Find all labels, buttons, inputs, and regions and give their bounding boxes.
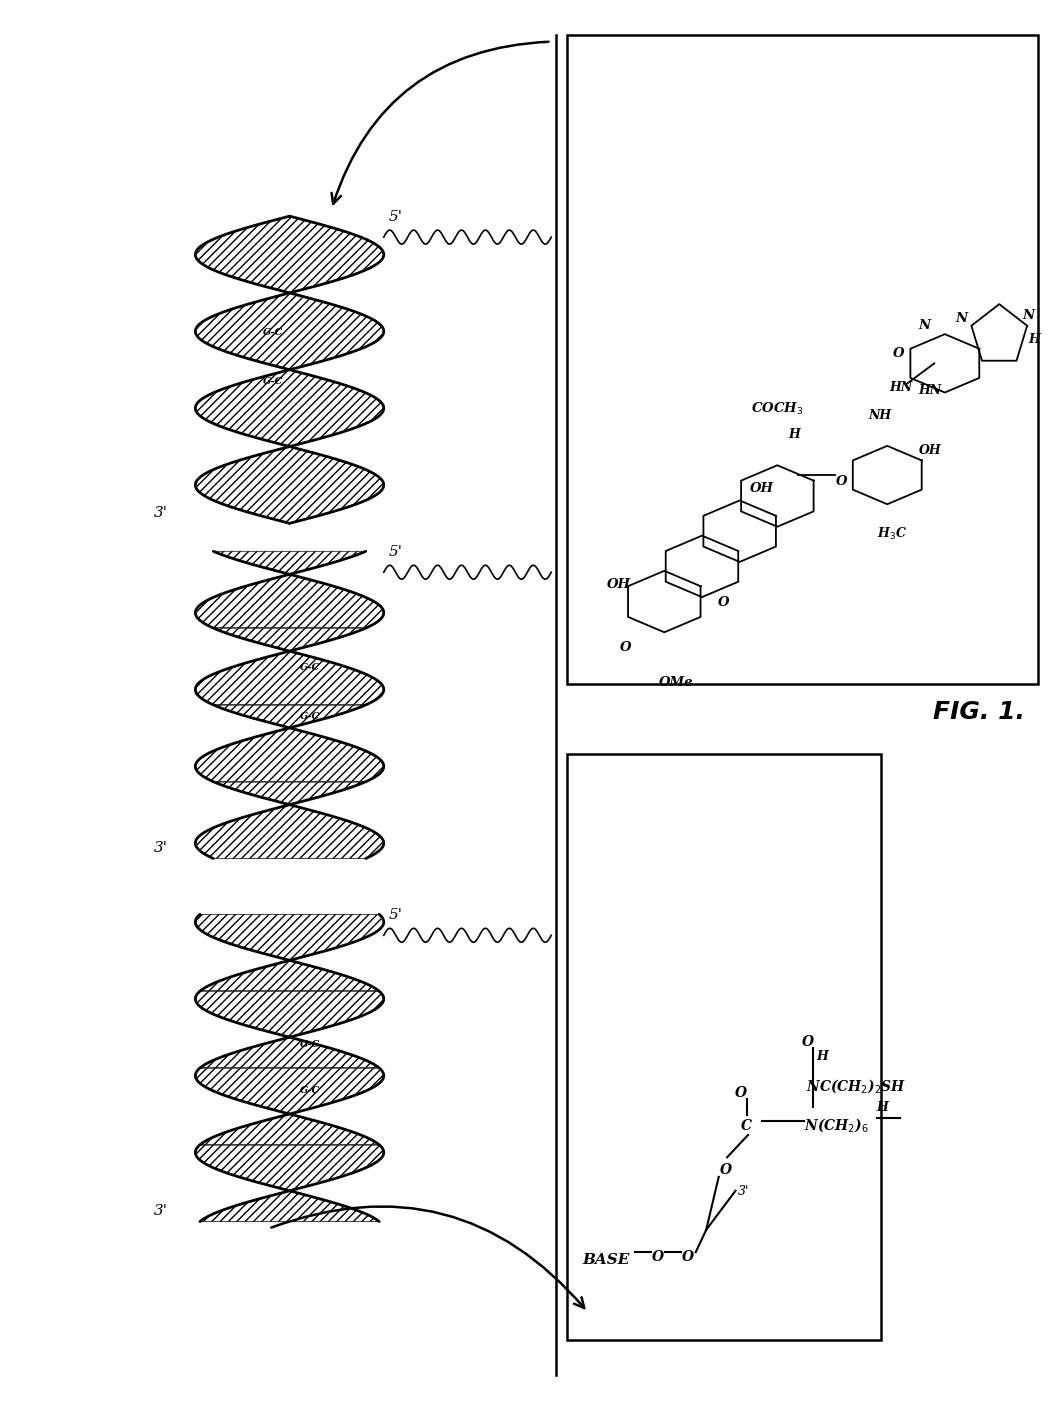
Text: G-C: G-C (263, 376, 283, 386)
Text: O: O (891, 347, 903, 360)
Text: O: O (682, 1249, 694, 1263)
Text: N: N (955, 312, 967, 324)
Bar (567, 754, 881, 1341)
Text: C: C (740, 1118, 752, 1132)
Text: O: O (734, 1086, 746, 1100)
Text: H: H (1028, 333, 1040, 345)
Text: N: N (1022, 309, 1034, 321)
Text: 5': 5' (389, 544, 403, 558)
Text: HN: HN (889, 382, 912, 395)
Text: OH: OH (606, 578, 631, 591)
Text: COCH$_3$: COCH$_3$ (750, 400, 803, 416)
Text: 3': 3' (154, 1204, 167, 1218)
Polygon shape (195, 293, 384, 369)
Text: OMe: OMe (658, 675, 693, 688)
Text: OH: OH (749, 482, 774, 495)
Polygon shape (195, 1069, 384, 1145)
Polygon shape (195, 991, 384, 1067)
Text: OH: OH (918, 444, 940, 457)
Text: 3': 3' (737, 1184, 748, 1198)
Polygon shape (195, 551, 384, 627)
Text: O: O (718, 595, 728, 609)
Text: N(CH$_2$)$_6$: N(CH$_2$)$_6$ (803, 1117, 868, 1134)
Text: 5': 5' (389, 210, 403, 224)
Polygon shape (195, 705, 384, 781)
Text: H: H (815, 1049, 828, 1063)
Text: O: O (835, 475, 847, 488)
Text: N: N (918, 319, 931, 331)
Text: 3': 3' (154, 506, 167, 519)
Polygon shape (195, 371, 384, 447)
Text: NH: NH (868, 409, 891, 423)
Text: H: H (877, 1101, 888, 1114)
Text: O: O (801, 1035, 813, 1049)
Text: G-C: G-C (300, 712, 320, 721)
Text: NC(CH$_2$)$_2$SH: NC(CH$_2$)$_2$SH (806, 1077, 905, 1094)
Polygon shape (195, 783, 384, 859)
Text: G-C: G-C (300, 1086, 320, 1096)
Polygon shape (195, 1145, 384, 1221)
Text: HN: HN (918, 385, 941, 398)
Text: H$_3$C: H$_3$C (877, 526, 906, 541)
Polygon shape (195, 915, 384, 991)
Text: H: H (788, 427, 799, 440)
Text: G-C: G-C (300, 663, 320, 673)
Text: G-C: G-C (300, 1041, 320, 1049)
Polygon shape (195, 629, 384, 705)
Text: 5': 5' (389, 908, 403, 922)
Text: BASE: BASE (582, 1252, 630, 1266)
Text: O: O (651, 1249, 664, 1263)
Text: O: O (620, 640, 632, 654)
Text: FIG. 1.: FIG. 1. (933, 699, 1025, 723)
Bar (567, 35, 1038, 684)
Text: O: O (720, 1163, 731, 1177)
Text: G-C: G-C (263, 329, 283, 337)
Polygon shape (195, 216, 384, 293)
Text: 3': 3' (154, 840, 167, 854)
Polygon shape (195, 447, 384, 523)
